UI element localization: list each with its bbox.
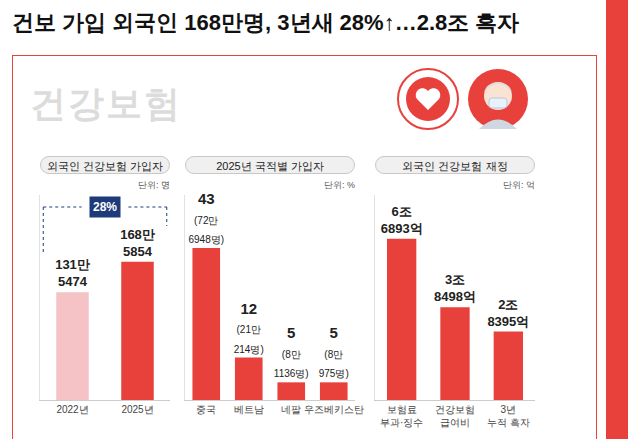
html-text:단위: 명: 단위: 명 [138,180,170,190]
html-text:2025년 국적별 가입자: 2025년 국적별 가입자 [216,160,324,172]
svg-text:3년누적 흑자: 3년누적 흑자 [487,404,530,428]
svg-text:2조8395억: 2조8395억 [487,297,529,329]
svg-text:5(8만1136명): 5(8만1136명) [274,324,309,379]
svg-text:3조8498억: 3조8498억 [434,272,476,304]
svg-text:2025년: 2025년 [121,404,153,415]
html-text:외국인 건강보험 가입자: 외국인 건강보험 가입자 [46,160,164,172]
svg-text:보험료부과·징수: 보험료부과·징수 [380,404,423,428]
svg-text:131만5474: 131만5474 [55,257,90,289]
svg-text:12(21만214명): 12(21만214명) [234,300,264,355]
svg-text:168만5854: 168만5854 [120,227,155,259]
html-text:건강보험: 건강보험 [30,83,182,124]
svg-text:베트남: 베트남 [234,404,264,415]
svg-text:6조6893억: 6조6893억 [381,204,423,236]
html-text:단위: %: 단위: % [324,180,355,190]
svg-text:43(72만6948명): 43(72만6948명) [188,190,224,245]
html-text:단위: 억: 단위: 억 [503,180,535,190]
svg-text:2022년: 2022년 [56,404,88,415]
svg-text:네팔: 네팔 [281,404,301,415]
svg-text:5(8만975명): 5(8만975명) [319,324,349,379]
svg-text:중국: 중국 [196,404,216,415]
svg-text:우즈베키스탄: 우즈베키스탄 [304,404,364,415]
html-text:건보 가입 외국인 168만명, 3년새 28%↑…2.8조: 건보 가입 외국인 168만명, 3년새 28%↑…2.8조 흑자 [12,10,520,35]
html-text:외국인 건강보험 재정: 외국인 건강보험 재정 [402,160,508,172]
svg-text:28%: 28% [93,200,117,214]
svg-text:건강보험급여비: 건강보험급여비 [435,404,475,428]
